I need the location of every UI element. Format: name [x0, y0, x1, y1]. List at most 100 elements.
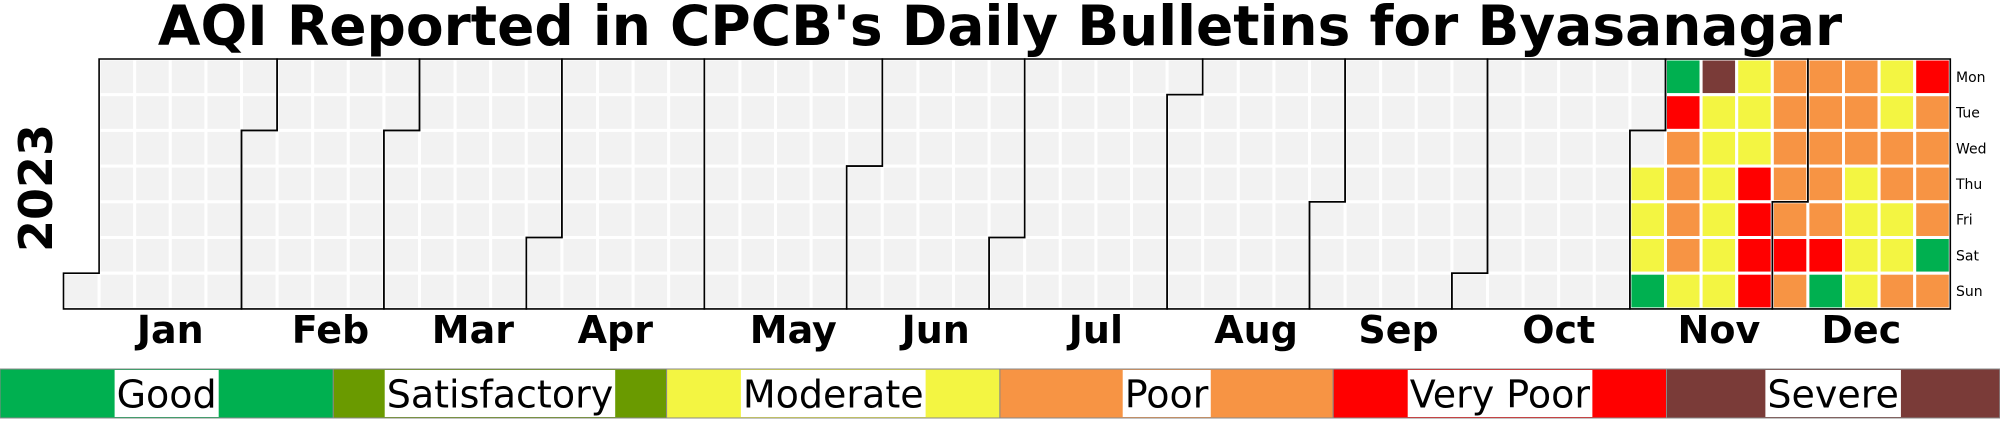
- day-cell: [809, 200, 849, 240]
- day-cell: [489, 128, 528, 168]
- day-cell: [774, 236, 813, 275]
- legend-label-background: [1765, 370, 1901, 417]
- day-cell: [1664, 236, 1703, 275]
- day-cell: [596, 128, 635, 168]
- day-cell: [1379, 271, 1418, 311]
- day-cell: [774, 128, 813, 168]
- day-cell: [1521, 57, 1561, 97]
- day-cell: [204, 271, 243, 311]
- day-cell: [1450, 128, 1490, 168]
- day-cell: [1770, 164, 1810, 204]
- day-cell: [845, 128, 884, 168]
- day-cell: [1308, 128, 1347, 168]
- day-cell: [1201, 128, 1240, 168]
- day-cell: [204, 128, 243, 168]
- day-cell: [1094, 236, 1134, 275]
- day-cell: [168, 128, 208, 168]
- day-cell: [97, 164, 137, 204]
- day-cell: [1699, 128, 1739, 168]
- day-cell: [1877, 57, 1917, 97]
- day-cell: [1201, 236, 1240, 275]
- day-cell: [346, 57, 386, 97]
- day-cell: [168, 93, 208, 132]
- day-cell: [1770, 236, 1810, 275]
- day-cell: [596, 271, 635, 311]
- day-cell: [667, 57, 706, 97]
- day-cell: [1023, 128, 1062, 168]
- day-cell: [774, 271, 813, 311]
- day-cell: [133, 93, 172, 132]
- month-label: Dec: [1821, 308, 1901, 352]
- day-cell: [1130, 236, 1169, 275]
- month-label: Jul: [1066, 308, 1123, 352]
- day-cell: [275, 200, 315, 240]
- day-cell: [1165, 164, 1205, 204]
- day-cell: [1058, 271, 1098, 311]
- day-cell: [880, 200, 920, 240]
- day-cell: [1343, 200, 1383, 240]
- day-cell: [1414, 271, 1454, 311]
- day-cell: [1842, 93, 1881, 132]
- day-cell: [987, 164, 1027, 204]
- day-cell: [1450, 271, 1490, 311]
- day-cell: [1414, 200, 1454, 240]
- day-cell: [987, 128, 1027, 168]
- day-cell: [453, 200, 493, 240]
- month-label: Nov: [1678, 308, 1761, 352]
- day-cell: [631, 236, 671, 275]
- day-cell: [1592, 200, 1632, 240]
- day-cell: [1592, 93, 1632, 132]
- day-cell: [1486, 57, 1525, 97]
- legend-label: Poor: [1125, 373, 1209, 417]
- month-border: [1771, 58, 1952, 310]
- day-cell: [489, 93, 528, 132]
- day-cell: [1414, 93, 1454, 132]
- day-cell: [1094, 57, 1134, 97]
- day-cell: [809, 128, 849, 168]
- day-cell: [524, 57, 564, 97]
- day-cell: [1058, 236, 1098, 275]
- month-label: Sep: [1358, 308, 1438, 352]
- day-cell: [560, 128, 600, 168]
- day-cell: [631, 271, 671, 311]
- day-cell: [489, 236, 528, 275]
- day-cell: [97, 200, 137, 240]
- day-cell: [204, 93, 243, 132]
- day-cell: [1770, 93, 1810, 132]
- day-cell: [168, 200, 208, 240]
- day-cell: [418, 200, 457, 240]
- day-cell: [667, 271, 706, 311]
- day-cell: [702, 164, 742, 204]
- day-cell: [1592, 271, 1632, 311]
- day-cell: [240, 236, 279, 275]
- day-cell: [1521, 236, 1561, 275]
- day-cell: [382, 271, 421, 311]
- day-cell: [1343, 93, 1383, 132]
- day-cell: [1023, 271, 1062, 311]
- day-cell: [311, 128, 350, 168]
- day-cell: [133, 57, 172, 97]
- day-cell: [738, 128, 778, 168]
- day-cell: [240, 164, 279, 204]
- day-cell: [1130, 271, 1169, 311]
- month-label: Feb: [292, 308, 369, 352]
- day-cell: [952, 200, 991, 240]
- day-cell: [1699, 93, 1739, 132]
- day-cell: [809, 93, 849, 132]
- day-cell: [382, 164, 421, 204]
- day-cell: [1165, 200, 1205, 240]
- day-cell: [1664, 128, 1703, 168]
- day-cell: [916, 164, 956, 204]
- day-cell: [1486, 164, 1525, 204]
- day-cell: [311, 200, 350, 240]
- day-cell: [1130, 57, 1169, 97]
- day-cell: [489, 57, 528, 97]
- day-cell: [1094, 271, 1134, 311]
- day-cell: [738, 164, 778, 204]
- day-cell: [1094, 164, 1134, 204]
- day-cell: [880, 164, 920, 204]
- day-cell: [916, 271, 956, 311]
- day-cell: [1877, 93, 1917, 132]
- day-cell: [1058, 93, 1098, 132]
- day-cell: [1379, 200, 1418, 240]
